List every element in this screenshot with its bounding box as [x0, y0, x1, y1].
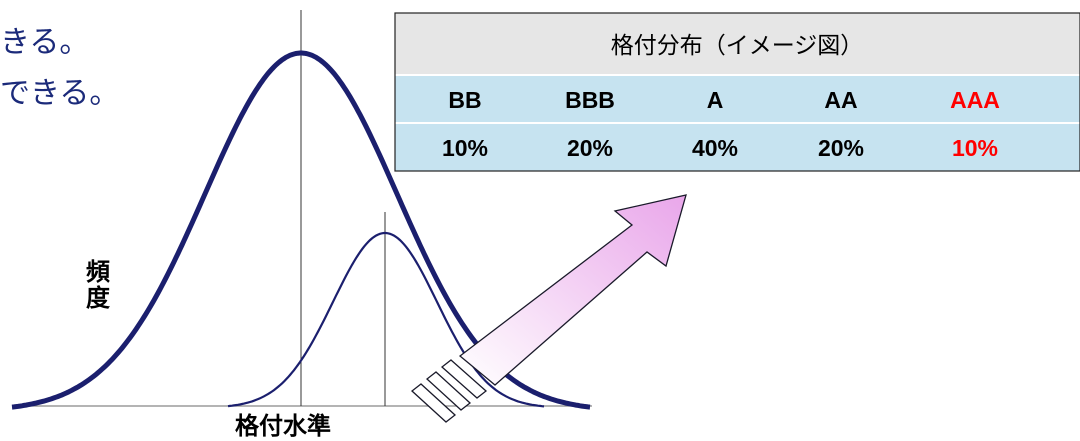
table-share-row: 10% 20% 40% 20% 10% [442, 135, 998, 161]
arrow-tail-stripe-3 [410, 383, 457, 423]
rating-cell-a: A [707, 87, 724, 113]
frequency-label-char-2: 度 [86, 284, 111, 312]
table-rating-row: BB BBB A AA AAA [448, 87, 1000, 113]
shift-arrow [410, 194, 687, 423]
share-cell-aa: 20% [818, 135, 864, 161]
partial-text-line-2: できる。 [0, 76, 119, 111]
rating-cell-aaa: AAA [950, 87, 1000, 113]
rating-distribution-table: 格付分布（イメージ図） BB BBB A AA AAA 10% 20% 40% 20% 10% [394, 12, 1080, 172]
share-cell-a: 40% [692, 135, 738, 161]
arrow-body [458, 194, 687, 386]
xaxis-label: 格付水準 [235, 412, 331, 440]
table-header-background [395, 13, 1080, 75]
arrow-tail-stripe-2 [425, 371, 472, 411]
partial-text-line-1: きる。 [0, 25, 89, 60]
frequency-label-char-1: 頻 [86, 258, 110, 286]
share-cell-bbb: 20% [567, 135, 613, 161]
share-cell-aaa: 10% [952, 135, 998, 161]
rating-cell-aa: AA [824, 87, 857, 113]
arrow-tail-stripe-1 [440, 359, 488, 399]
table-share-row-background [395, 123, 1080, 171]
rating-cell-bbb: BBB [565, 87, 615, 113]
rating-cell-bb: BB [448, 87, 481, 113]
share-cell-bb: 10% [442, 135, 488, 161]
table-title: 格付分布（イメージ図） [611, 33, 864, 59]
table-border [394, 12, 1080, 172]
table-rating-row-background [395, 75, 1080, 123]
narrow-distribution-curve [227, 231, 545, 408]
